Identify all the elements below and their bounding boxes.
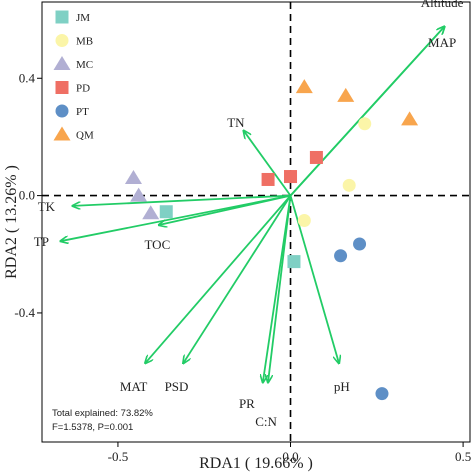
- x-tick-label: -0.5: [108, 449, 129, 464]
- point-jm: [159, 205, 173, 219]
- legend-label-jm: JM: [76, 12, 90, 24]
- point-jm: [287, 255, 301, 269]
- vector-tp-label: TP: [34, 234, 49, 249]
- point-mc: [142, 205, 160, 220]
- vector-pr-label: PR: [239, 396, 255, 411]
- f-statistic-annotation: F=1.5378, P=0.001: [52, 422, 133, 433]
- y-tick-label: -0.4: [14, 305, 35, 320]
- x-tick-label: 0.5: [455, 449, 471, 464]
- vector-tk-arrow: [73, 194, 291, 206]
- vector-map-arrow: [289, 27, 445, 197]
- y-tick-label: 0.4: [19, 70, 36, 85]
- point-pt: [334, 249, 348, 263]
- axis-ticks: -0.5 0.0 0.5 -0.4 0.0 0.4: [14, 70, 471, 464]
- point-mc: [130, 187, 148, 202]
- legend-label-mb: MB: [76, 36, 93, 48]
- point-mb: [342, 178, 356, 192]
- environment-vectors: Altitude MAP TN TK TP TOC MAT PSD PRC:N pH: [34, 0, 464, 429]
- y-tick-label: 0.0: [19, 188, 35, 203]
- vector-mat-arrow: [146, 195, 292, 363]
- vector-altitude-label: Altitude: [421, 0, 464, 10]
- vector-tn-label: TN: [227, 115, 245, 130]
- point-pd: [309, 150, 323, 164]
- point-pd: [284, 170, 298, 184]
- legend-marker-pd: [55, 81, 69, 94]
- legend-label-pt: PT: [76, 106, 89, 118]
- legend-marker-mb: [55, 34, 69, 47]
- vector-tp-arrow: [61, 194, 291, 241]
- reference-lines: [42, 2, 470, 442]
- point-qm: [295, 79, 313, 94]
- point-qm: [337, 87, 355, 102]
- legend-marker-jm: [55, 10, 69, 24]
- vector-mat-label: MAT: [120, 379, 148, 394]
- point-pt: [353, 237, 367, 251]
- vector-toc-arrow: [159, 194, 291, 225]
- vector-toc-label: TOC: [144, 237, 170, 252]
- vector-tn-arrow: [244, 131, 292, 197]
- point-mc: [124, 170, 142, 184]
- point-pt: [375, 387, 389, 401]
- legend-marker-mc: [53, 56, 71, 70]
- legend-marker-pt: [55, 104, 69, 118]
- vector-ph-label: pH: [334, 379, 350, 394]
- point-pd: [261, 172, 275, 186]
- y-axis-title: RDA2 ( 13.26% ): [3, 165, 20, 279]
- plot-frame: [41, 1, 471, 443]
- vector-ph-arrow: [289, 195, 339, 363]
- vector-psd-label: PSD: [165, 379, 189, 394]
- sample-points: [124, 79, 419, 401]
- legend-label-pd: PD: [76, 83, 90, 95]
- x-tick-label: 0.0: [282, 449, 298, 464]
- total-explained-annotation: Total explained: 73.82%: [52, 408, 153, 419]
- legend: JM MB MC PD PT QM: [53, 10, 94, 142]
- vector-map-label: MAP: [428, 35, 456, 50]
- vector-tk-label: TK: [38, 199, 56, 214]
- legend-label-mc: MC: [76, 59, 93, 71]
- x-axis-title: RDA1 ( 19.66% ): [199, 455, 313, 472]
- vector-psd-arrow: [184, 195, 292, 363]
- point-mb: [358, 117, 372, 131]
- vector-cn-label: C:N: [255, 414, 277, 429]
- vector-cn-arrow: [268, 195, 292, 382]
- legend-label-qm: QM: [76, 130, 94, 142]
- point-mb: [297, 214, 311, 228]
- legend-marker-qm: [53, 126, 71, 141]
- point-qm: [401, 111, 419, 126]
